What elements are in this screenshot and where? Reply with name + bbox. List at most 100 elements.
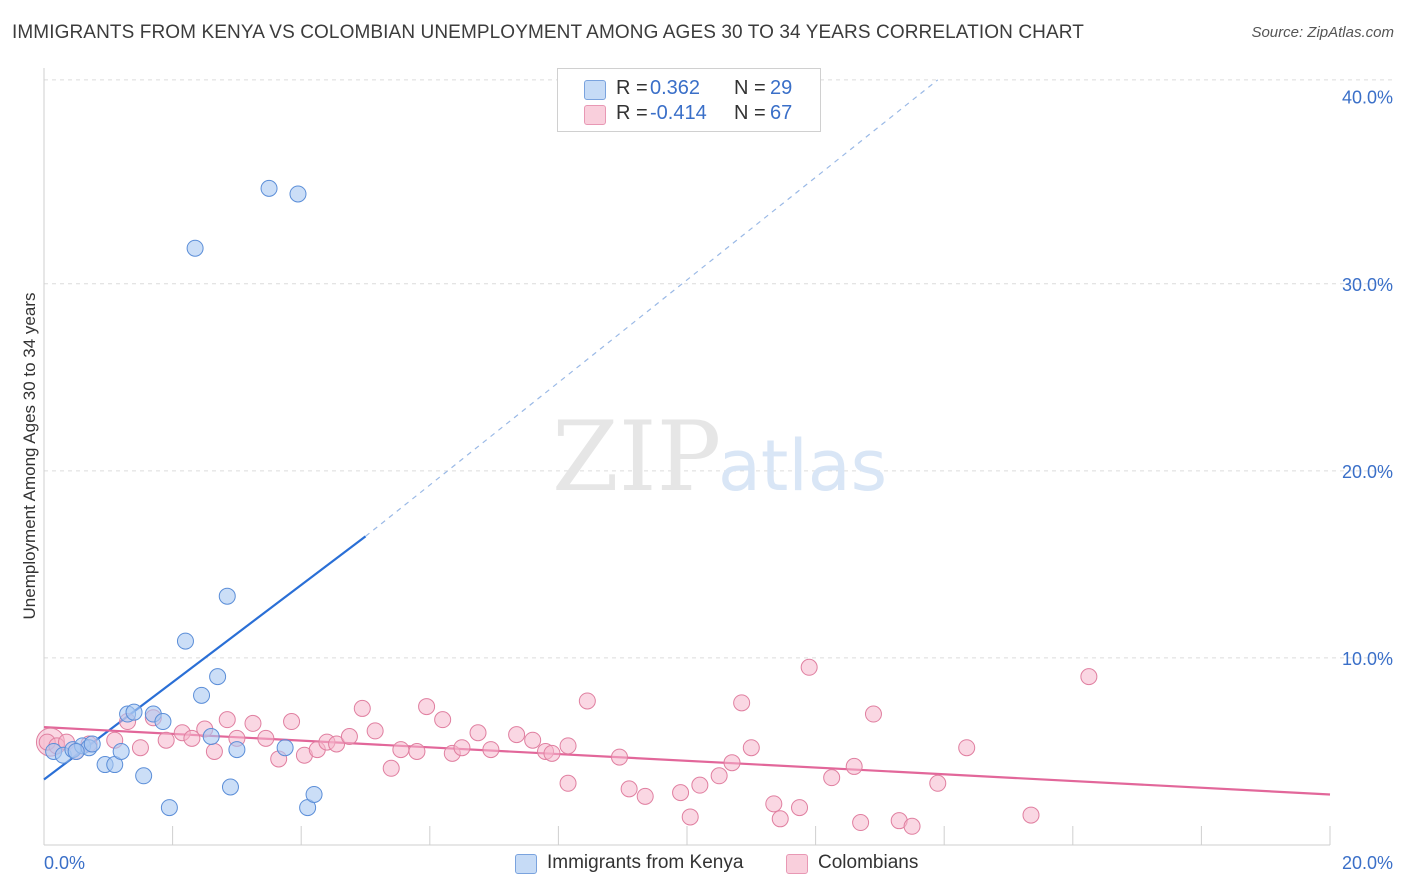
- kenya-r-value: 0.362: [650, 77, 701, 99]
- colombia-point: [845, 757, 863, 775]
- x-tick-label: 0.0%: [44, 853, 85, 873]
- chart-title: IMMIGRANTS FROM KENYA VS COLOMBIAN UNEMP…: [12, 22, 1084, 43]
- colombia-point: [257, 729, 275, 747]
- kenya-point: [112, 742, 130, 760]
- colombia-point: [672, 784, 690, 802]
- colombia-point: [723, 754, 741, 772]
- colombia-point: [681, 808, 699, 826]
- colombia-point: [765, 795, 783, 813]
- colombia-point: [392, 741, 410, 759]
- colombia-point: [1080, 668, 1098, 686]
- kenya-point: [228, 741, 246, 759]
- colombia-point: [578, 692, 596, 710]
- colombia-r-value: -0.414: [650, 102, 707, 124]
- colombia-point: [183, 729, 201, 747]
- colombia-point: [353, 699, 371, 717]
- bottom-colombia-label: Colombians: [818, 852, 919, 873]
- y-tick-label: 40.0%: [1342, 88, 1393, 108]
- kenya-point: [135, 767, 153, 785]
- colombia-point: [903, 817, 921, 835]
- colombia-point: [610, 748, 628, 766]
- colombia-point: [733, 694, 751, 712]
- source-credit: Source: ZipAtlas.com: [1251, 24, 1394, 41]
- bottom-legend-colombia: Colombians: [786, 852, 946, 876]
- colombia-point: [852, 814, 870, 832]
- kenya-point: [260, 179, 278, 197]
- colombia-point: [1022, 806, 1040, 824]
- kenya-point: [193, 686, 211, 704]
- colombia-n-value: 67: [770, 102, 793, 124]
- colombia-r-label: R =: [616, 102, 648, 124]
- colombia-point: [434, 711, 452, 729]
- gridlines: [44, 79, 1392, 659]
- kenya-swatch: [584, 80, 606, 100]
- colombia-point: [382, 759, 400, 777]
- colombia-swatch: [584, 105, 606, 125]
- colombia-point: [340, 727, 358, 745]
- kenya-point: [176, 632, 194, 650]
- colombia-point: [453, 739, 471, 757]
- kenya-n-value: 29: [770, 77, 793, 99]
- kenya-point: [305, 785, 323, 803]
- bottom-kenya-label: Immigrants from Kenya: [547, 852, 744, 873]
- kenya-point: [218, 587, 236, 605]
- colombia-point: [791, 799, 809, 817]
- kenya-point: [154, 713, 172, 731]
- colombia-point: [958, 739, 976, 757]
- kenya-point: [125, 703, 143, 721]
- colombia-point: [771, 810, 789, 828]
- kenya-point: [67, 742, 85, 760]
- kenya-point: [83, 735, 101, 753]
- kenya-point: [160, 799, 178, 817]
- colombia-n-label: N =: [734, 102, 766, 124]
- y-tick-label: 20.0%: [1342, 462, 1393, 482]
- colombia-point: [366, 722, 384, 740]
- colombia-point: [482, 741, 500, 759]
- bottom-legend-kenya: Immigrants from Kenya: [515, 852, 765, 876]
- colombia-point: [328, 735, 346, 753]
- legend-row-kenya: R = 0.362 N = 29: [558, 77, 820, 103]
- colombia-point: [559, 737, 577, 755]
- colombia-point: [283, 713, 301, 731]
- y-tick-label: 10.0%: [1342, 649, 1393, 669]
- colombia-point: [218, 711, 236, 729]
- colombia-point: [710, 767, 728, 785]
- colombia-point: [408, 742, 426, 760]
- bottom-colombia-swatch: [786, 854, 808, 874]
- colombia-point: [742, 739, 760, 757]
- colombia-point: [800, 658, 818, 676]
- legend-row-colombia: R = -0.414 N = 67: [558, 102, 820, 128]
- kenya-point: [202, 727, 220, 745]
- colombia-point: [524, 731, 542, 749]
- y-axis-title: Unemployment Among Ages 30 to 34 years: [20, 292, 39, 620]
- kenya-n-label: N =: [734, 77, 766, 99]
- watermark: ZIP atlas: [552, 401, 887, 513]
- colombia-point: [244, 714, 262, 732]
- colombia-point: [418, 698, 436, 716]
- kenya-point: [289, 185, 307, 203]
- correlation-legend: R = 0.362 N = 29 R = -0.414 N = 67: [557, 68, 821, 132]
- watermark-atlas: atlas: [718, 425, 887, 507]
- colombia-point: [205, 742, 223, 760]
- kenya-point: [186, 239, 204, 257]
- kenya-r-label: R =: [616, 77, 648, 99]
- kenya-point: [276, 739, 294, 757]
- tick-labels: 10.0% 20.0% 30.0% 40.0% 0.0% 20.0%: [44, 88, 1393, 873]
- x-tick-label: 20.0%: [1342, 853, 1393, 873]
- colombia-point: [157, 731, 175, 749]
- kenya-point: [221, 778, 239, 796]
- colombia-point: [508, 726, 526, 744]
- colombia-point: [823, 769, 841, 787]
- colombia-point: [469, 724, 487, 742]
- colombia-point: [929, 774, 947, 792]
- colombia-point: [131, 739, 149, 757]
- bottom-kenya-swatch: [515, 854, 537, 874]
- data-points: [35, 179, 1098, 835]
- watermark-zip: ZIP: [552, 401, 721, 513]
- colombia-point: [691, 776, 709, 794]
- y-tick-label: 30.0%: [1342, 275, 1393, 295]
- kenya-point: [209, 668, 227, 686]
- kenya-trend-extension: [365, 79, 939, 537]
- colombia-point: [559, 774, 577, 792]
